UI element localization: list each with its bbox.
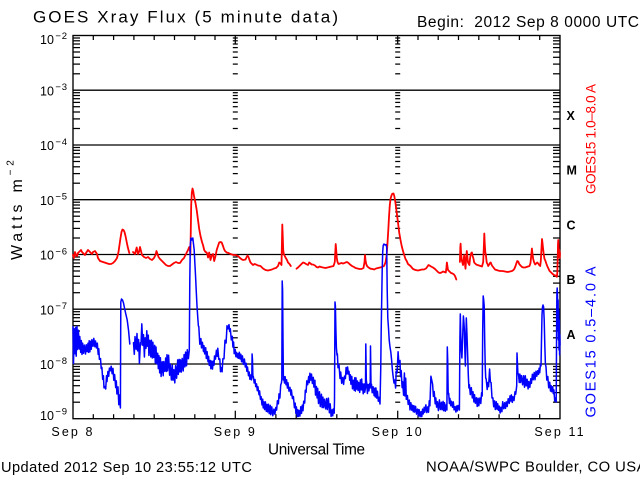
svg-text:NOAA/SWPC Boulder, CO USA: NOAA/SWPC Boulder, CO USA	[426, 460, 640, 476]
svg-text:Sep 10: Sep 10	[372, 425, 424, 439]
svg-text:10−8: 10 −8	[40, 356, 68, 372]
svg-text:10−7: 10 −7	[40, 301, 68, 317]
svg-text:Universal Time: Universal Time	[268, 442, 365, 459]
svg-text:Watts m−2: Watts m−2	[6, 156, 26, 260]
svg-text:M: M	[567, 164, 577, 178]
svg-text:X: X	[567, 109, 576, 123]
svg-text:10−6: 10 −6	[40, 246, 68, 262]
svg-text:Updated 2012 Sep 10 23:55:12 U: Updated 2012 Sep 10 23:55:12 UTC	[1, 460, 252, 476]
svg-text:Sep 8: Sep 8	[51, 425, 94, 439]
svg-text:10−3: 10 −3	[40, 82, 68, 98]
svg-text:C: C	[567, 218, 576, 232]
svg-text:10−9: 10 −9	[40, 407, 68, 423]
svg-text:Begin: 2012 Sep 8 0000 UTC: Begin: 2012 Sep 8 0000 UTC	[417, 14, 639, 31]
svg-text:10−5: 10 −5	[40, 192, 68, 208]
svg-text:Sep 9: Sep 9	[214, 425, 257, 439]
svg-text:GOES Xray Flux (5 minute data): GOES Xray Flux (5 minute data)	[33, 8, 338, 27]
svg-text:GOES15 1.0–8.0 A: GOES15 1.0–8.0 A	[584, 84, 599, 194]
svg-text:10−4: 10 −4	[40, 137, 68, 153]
svg-text:B: B	[567, 273, 576, 287]
svg-text:GOES15 0.5–4.0 A: GOES15 0.5–4.0 A	[584, 266, 600, 417]
svg-text:Sep 11: Sep 11	[534, 425, 585, 439]
svg-text:A: A	[567, 328, 576, 342]
svg-text:10−2: 10 −2	[40, 31, 68, 47]
